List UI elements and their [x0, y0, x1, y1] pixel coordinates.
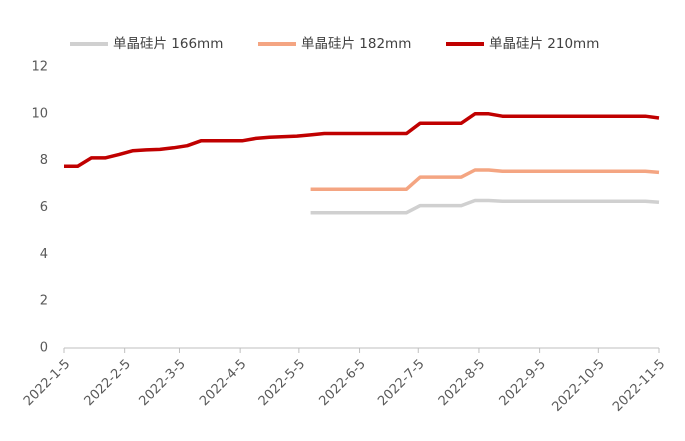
x-tick-label: 2022-2-5: [82, 357, 134, 409]
series-line: [310, 168, 660, 191]
x-tick-label: 2022-8-5: [436, 357, 488, 409]
x-tick-label: 2022-4-5: [197, 357, 249, 409]
legend-label: 单晶硅片 182mm: [301, 36, 411, 52]
y-tick-label: 12: [31, 60, 48, 75]
x-tick-label: 2022-3-5: [136, 357, 188, 409]
y-tick-label: 4: [40, 247, 48, 262]
series-line: [310, 198, 660, 215]
x-tick-label: 2022-6-5: [317, 357, 369, 409]
x-tick-label: 2022-7-5: [375, 357, 427, 409]
x-tick-label: 2022-11-5: [610, 357, 668, 415]
legend-label: 单晶硅片 166mm: [113, 36, 223, 52]
series-line: [64, 112, 660, 169]
legend-label: 单晶硅片 210mm: [489, 36, 599, 52]
x-tick-label: 2022-9-5: [497, 357, 549, 409]
y-tick-label: 0: [40, 341, 48, 356]
x-tick-label: 2022-5-5: [256, 357, 308, 409]
y-tick-label: 10: [31, 106, 48, 121]
legend: 单晶硅片 166mm 单晶硅片 182mm 单晶硅片 210mm: [70, 36, 599, 52]
x-tick-label: 2022-1-5: [21, 357, 73, 409]
y-tick-label: 6: [40, 200, 48, 215]
y-tick-label: 2: [40, 294, 48, 309]
x-tick-label: 2022-10-5: [549, 357, 607, 415]
y-tick-label: 8: [40, 153, 48, 168]
